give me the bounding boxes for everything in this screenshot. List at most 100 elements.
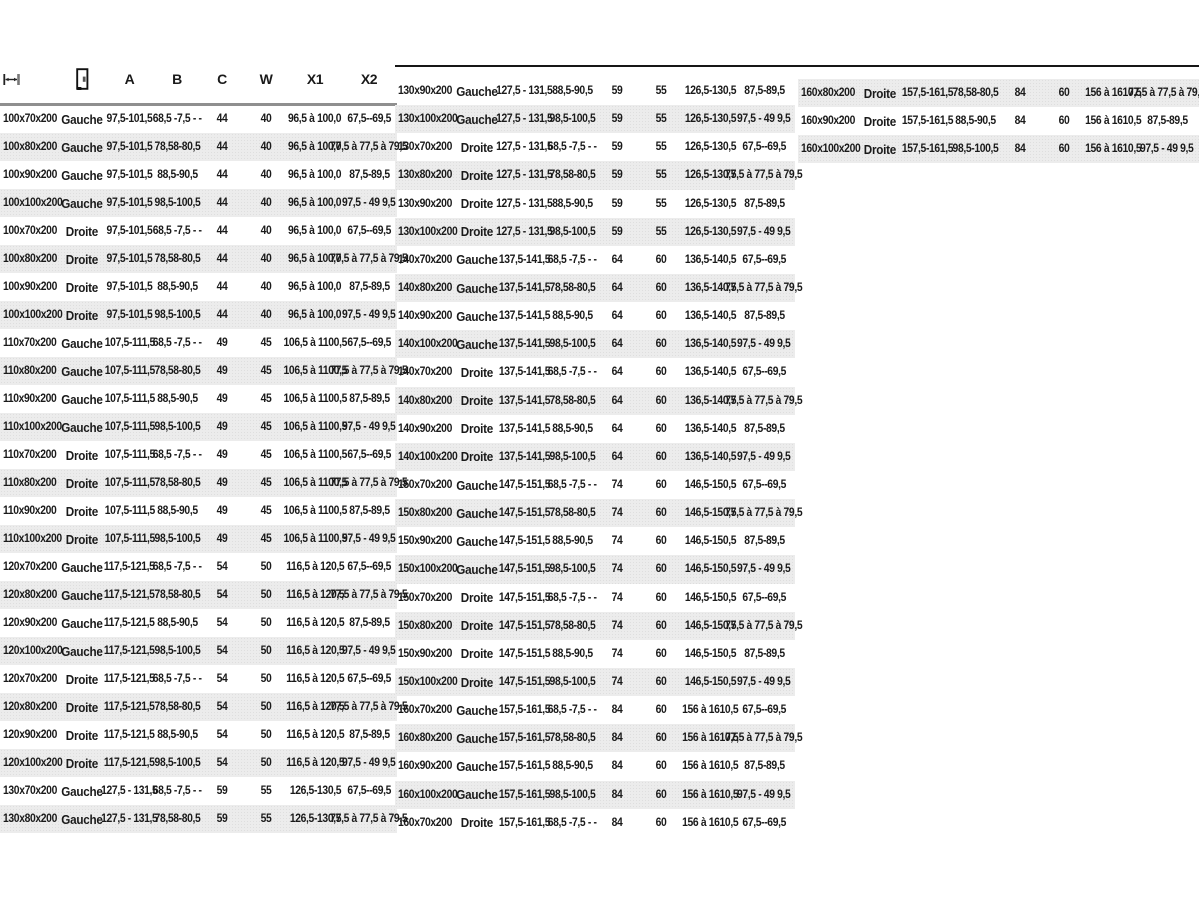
- w-cell: 40: [260, 169, 272, 181]
- a-cell: 127,5 - 131,5: [496, 169, 553, 182]
- b-cell: 98,5-100,5: [549, 225, 595, 238]
- c-cell: 64: [611, 338, 623, 351]
- b-cell: 98,5-100,5: [549, 676, 595, 689]
- x1-cell: 146,5-150,5: [684, 535, 736, 548]
- side-cell: Droite: [460, 674, 494, 690]
- x2-cell: 97,5 - 49 9,5: [737, 450, 791, 463]
- x2-cell: 67,5--69,5: [347, 673, 391, 685]
- a-cell: 97,5-101,5: [106, 113, 153, 125]
- w-cell: 50: [260, 645, 272, 657]
- x2-cell: 87,5-89,5: [348, 169, 390, 181]
- size-cell: 140x70x200: [398, 253, 452, 266]
- b-cell: 98,5-100,5: [549, 450, 595, 463]
- b-cell: 98,5-100,5: [154, 421, 200, 433]
- x2-cell: 77,5 à 77,5 à 79,5: [725, 394, 803, 407]
- side-cell: Gauche: [456, 758, 498, 774]
- x2-cell: 77,5 à 77,5 à 79,5: [725, 169, 803, 182]
- door-icon: [58, 67, 106, 91]
- w-cell: 60: [655, 507, 667, 520]
- x1-cell: 106,5 à 1100,5: [283, 477, 347, 489]
- b-cell: 98,5-100,5: [154, 197, 200, 209]
- a-cell: 127,5 - 131,5: [101, 813, 158, 825]
- x2-cell: 87,5-89,5: [743, 85, 785, 98]
- b-cell: 68,5 -7,5 - -: [152, 449, 202, 461]
- x2-cell: 67,5--69,5: [347, 113, 391, 125]
- x1-cell: 156 à 1610,5: [681, 788, 739, 801]
- table-row: 120x90x200 Droite 117,5-121,5 88,5-90,5 54 50…: [0, 721, 397, 749]
- size-cell: 150x100x200: [398, 563, 458, 576]
- a-cell: 127,5 - 131,5: [496, 197, 553, 210]
- a-cell: 147,5-151,5: [498, 591, 551, 604]
- w-cell: 60: [1058, 143, 1070, 155]
- b-cell: 68,5 -7,5 - -: [547, 591, 597, 604]
- w-cell: 60: [655, 422, 667, 435]
- b-cell: 98,5-100,5: [952, 143, 998, 155]
- x2-cell: 97,5 - 49 9,5: [737, 563, 791, 576]
- side-cell: Gauche: [61, 783, 103, 799]
- x1-cell: 156 à 1610,5: [681, 760, 739, 773]
- x1-cell: 116,5 à 120,5: [285, 645, 345, 657]
- x1-cell: 96,5 à 100,0: [288, 281, 342, 293]
- a-cell: 127,5 - 131,5: [496, 113, 553, 126]
- table-row: 130x70x200 Gauche 127,5 - 131,5 68,5 -7,5 -…: [0, 777, 397, 805]
- w-cell: 55: [655, 141, 667, 154]
- x1-cell: 116,5 à 120,5: [285, 617, 345, 629]
- w-cell: 50: [260, 729, 272, 741]
- w-cell: 55: [260, 785, 272, 797]
- side-cell: Gauche: [456, 83, 498, 99]
- x2-cell: 87,5-89,5: [743, 760, 785, 773]
- c-cell: 49: [216, 365, 228, 377]
- size-cell: 120x80x200: [3, 701, 57, 713]
- w-cell: 60: [655, 479, 667, 492]
- w-cell: 50: [260, 589, 272, 601]
- x1-cell: 96,5 à 100,0: [288, 141, 342, 153]
- c-cell: 84: [611, 760, 623, 773]
- a-cell: 157,5-161,5: [498, 704, 551, 717]
- a-cell: 107,5-111,5: [104, 505, 155, 517]
- a-cell: 107,5-111,5: [104, 393, 155, 405]
- size-cell: 140x80x200: [398, 282, 452, 295]
- w-cell: 60: [655, 788, 667, 801]
- size-cell: 100x100x200: [3, 309, 63, 321]
- column-header-a: A: [124, 71, 135, 87]
- b-cell: 68,5 -7,5 - -: [547, 479, 597, 492]
- side-cell: Droite: [460, 139, 494, 155]
- x2-cell: 97,5 - 49 9,5: [737, 225, 791, 238]
- a-cell: 107,5-111,5: [104, 337, 155, 349]
- a-cell: 107,5-111,5: [104, 533, 155, 545]
- x2-cell: 77,5 à 77,5 à 79,5: [1128, 87, 1199, 99]
- size-cell: 110x80x200: [3, 365, 57, 377]
- side-cell: Gauche: [456, 477, 498, 493]
- a-cell: 147,5-151,5: [498, 676, 551, 689]
- side-cell: Gauche: [456, 730, 498, 746]
- side-cell: Droite: [65, 699, 99, 715]
- x1-cell: 106,5 à 1100,5: [283, 393, 347, 405]
- table-row: 100x90x200 Gauche 97,5-101,5 88,5-90,5 44 40 9…: [0, 161, 397, 189]
- b-cell: 68,5 -7,5 - -: [152, 225, 202, 237]
- x2-cell: 87,5-89,5: [348, 617, 390, 629]
- size-table-middle-block: 130x90x200 Gauche 127,5 - 131,5 88,5-90,5 59…: [395, 77, 803, 837]
- a-cell: 157,5-161,5: [498, 788, 551, 801]
- w-cell: 45: [260, 533, 272, 545]
- b-cell: 88,5-90,5: [156, 729, 198, 741]
- c-cell: 54: [216, 757, 228, 769]
- b-cell: 98,5-100,5: [549, 788, 595, 801]
- x1-cell: 156 à 1610,5: [1084, 115, 1142, 127]
- size-cell: 100x90x200: [3, 169, 57, 181]
- a-cell: 147,5-151,5: [498, 535, 551, 548]
- x1-cell: 136,5-140,5: [684, 422, 736, 435]
- x2-cell: 97,5 - 49 9,5: [737, 338, 791, 351]
- x1-cell: 96,5 à 100,0: [288, 253, 342, 265]
- b-cell: 78,58-80,5: [549, 507, 595, 520]
- table-row: 120x80x200 Gauche 117,5-121,5 78,58-80,5 54 5…: [0, 581, 408, 609]
- size-cell: 120x70x200: [3, 561, 57, 573]
- x1-cell: 156 à 1610,5: [681, 732, 739, 745]
- a-cell: 117,5-121,5: [104, 561, 155, 573]
- x2-cell: 87,5-89,5: [348, 281, 390, 293]
- x1-cell: 106,5 à 1100,5: [283, 421, 347, 433]
- w-cell: 60: [655, 704, 667, 717]
- c-cell: 84: [1014, 87, 1026, 99]
- a-cell: 127,5 - 131,5: [101, 785, 158, 797]
- table-row: 100x70x200 Droite 97,5-101,5 68,5 -7,5 - - 4…: [0, 217, 397, 245]
- x1-cell: 126,5-130,5: [684, 85, 736, 98]
